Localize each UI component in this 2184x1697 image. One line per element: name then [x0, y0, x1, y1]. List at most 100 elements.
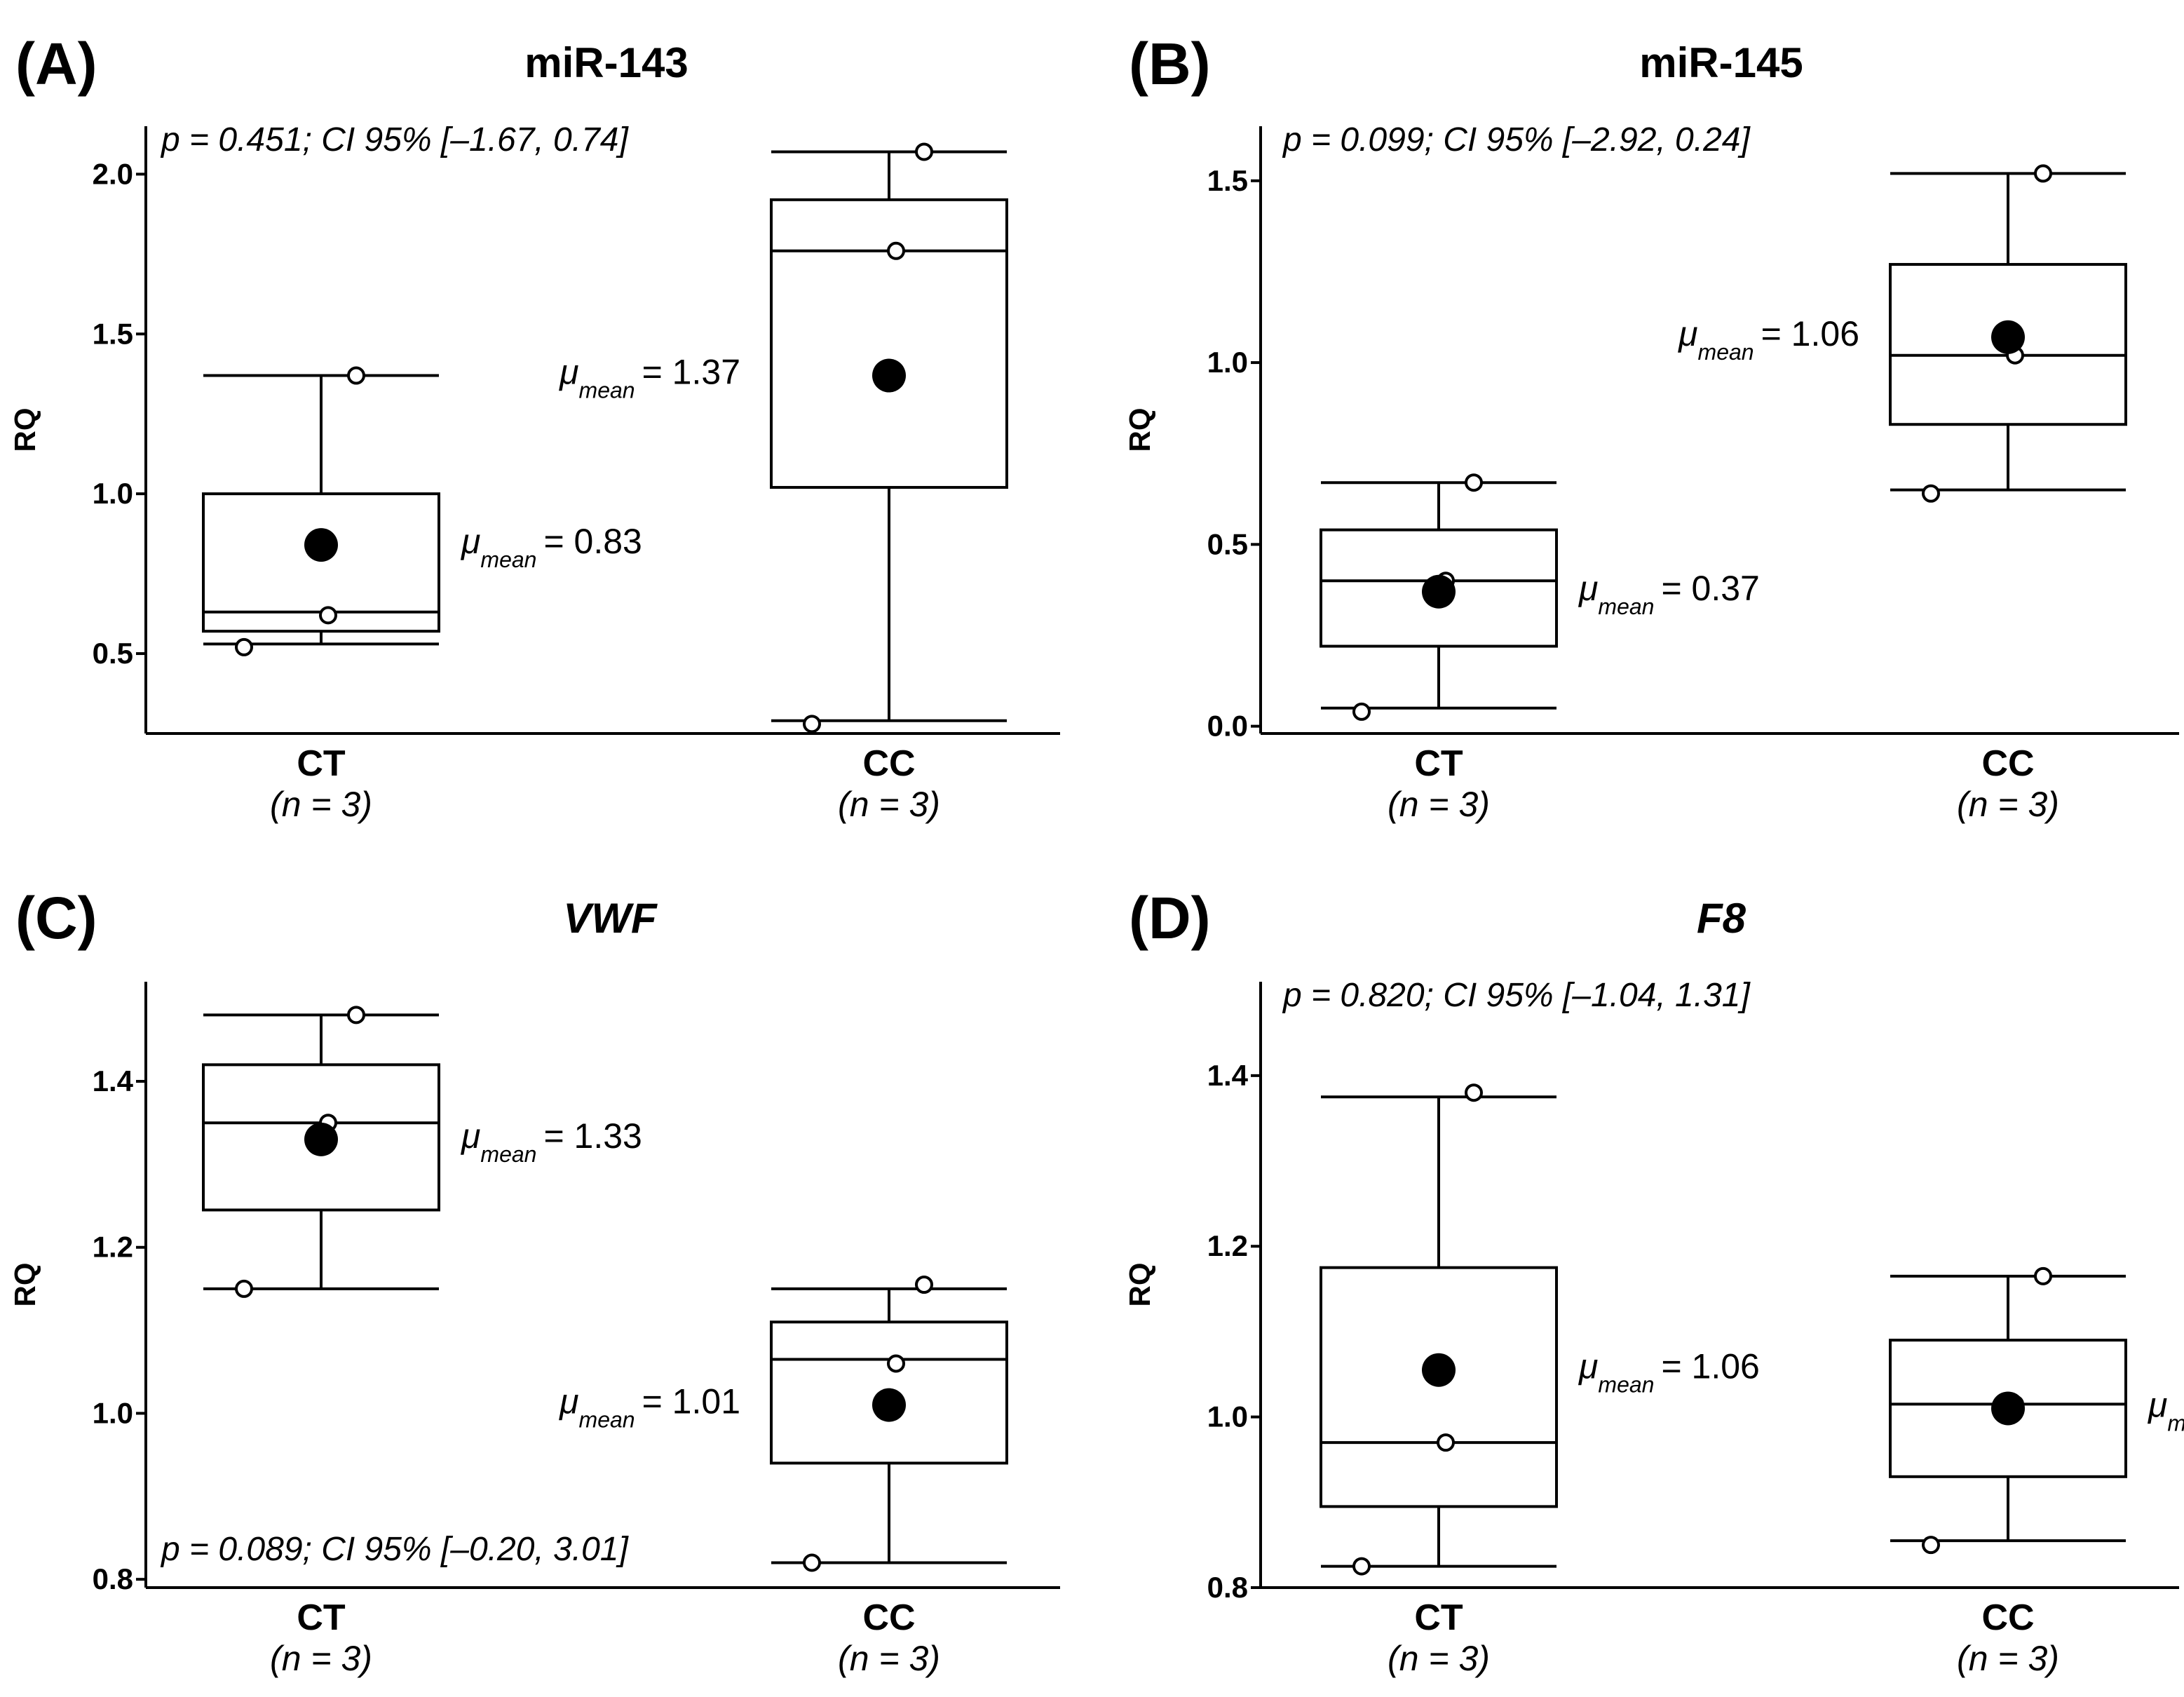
data-point	[887, 1354, 905, 1373]
mean-label: μmean = 1.01	[558, 1382, 740, 1433]
n-label: (n = 3)	[838, 1639, 940, 1678]
category-label: CC	[862, 743, 915, 784]
data-point	[1465, 1083, 1483, 1102]
mean-subscript: mean	[1598, 1372, 1654, 1398]
data-point	[915, 1276, 933, 1294]
data-point	[1922, 1536, 1940, 1555]
panel-a: (A) miR-143 0.5 1.0 1.5 2.0 RQ p = 0.451; CI 95…	[8, 31, 1060, 824]
data-point	[1922, 484, 1940, 503]
mean-symbol: μ	[1578, 1347, 1598, 1386]
n-label: (n = 3)	[838, 785, 940, 824]
panel-title: miR-145	[1639, 39, 1803, 86]
mean-subscript: mean	[579, 1407, 635, 1433]
mean-marker	[1991, 1391, 2025, 1426]
panel-title: miR-143	[524, 39, 688, 86]
n-label: (n = 3)	[270, 785, 372, 824]
mean-marker	[1991, 320, 2025, 354]
data-point	[319, 606, 337, 625]
mean-subscript: mean	[480, 547, 536, 572]
box	[202, 1063, 440, 1212]
group-cc: μmean = 1.01 CC(n = 3)	[558, 1276, 1008, 1678]
mean-value: = 0.37	[1661, 569, 1759, 608]
mean-value: = 1.37	[642, 353, 740, 392]
mean-subscript: mean	[2167, 1410, 2184, 1435]
mean-subscript: mean	[480, 1142, 536, 1167]
data-point	[1437, 1433, 1455, 1452]
category-label: CT	[1414, 743, 1463, 784]
data-point	[1352, 702, 1371, 721]
mean-marker	[872, 358, 906, 393]
group-cc: μmean = 1.06 CC(n = 3)	[1677, 164, 2127, 824]
mean-label: μmean= 1.01	[2147, 1385, 2184, 1435]
mean-symbol: μ	[1677, 314, 1697, 353]
mean-value: = 1.01	[642, 1382, 740, 1421]
panel-title: VWF	[563, 895, 658, 942]
stat-annotation: p = 0.099; CI 95% [–2.92, 0.24]	[1282, 121, 1751, 158]
box	[1889, 263, 2127, 426]
mean-subscript: mean	[1698, 339, 1754, 365]
panel-c: (C) VWF 0.8 1.0 1.2 1.4 RQ p = 0.089; CI 95% [–…	[8, 885, 1060, 1678]
n-label: (n = 3)	[1957, 785, 2059, 824]
data-point	[235, 1279, 253, 1298]
box	[1320, 528, 1558, 648]
data-point	[803, 1553, 821, 1572]
mean-symbol: μ	[460, 522, 480, 561]
y-tick-label: 1.0	[93, 477, 133, 510]
mean-value: = 0.83	[543, 522, 642, 561]
y-tick-label: 2.0	[93, 157, 133, 190]
category-label: CC	[1981, 743, 2034, 784]
mean-symbol: μ	[460, 1116, 480, 1156]
data-point	[347, 366, 365, 385]
mean-marker	[1422, 574, 1456, 609]
data-point	[887, 241, 905, 260]
y-tick-label: 1.5	[93, 317, 133, 350]
y-tick-label: 1.0	[1207, 1400, 1248, 1433]
category-label: CT	[1414, 1597, 1463, 1638]
y-axis-label: RQ	[8, 1263, 41, 1307]
mean-label: μmean = 1.37	[558, 353, 740, 403]
box	[202, 492, 440, 633]
group-cc: μmean = 1.37 CC(n = 3)	[558, 142, 1008, 824]
mean-marker	[304, 1122, 338, 1156]
y-tick-label: 1.5	[1207, 164, 1248, 197]
data-point	[235, 637, 253, 656]
stat-annotation: p = 0.451; CI 95% [–1.67, 0.74]	[160, 121, 629, 158]
mean-symbol: μ	[1578, 569, 1598, 608]
y-axis-label: RQ	[8, 408, 41, 452]
data-point	[347, 1006, 365, 1025]
y-tick-label: 1.4	[93, 1064, 134, 1097]
mean-marker	[304, 528, 338, 562]
box	[1320, 1266, 1558, 1508]
group-ct: μmean = 0.37 CT(n = 3)	[1320, 473, 1760, 824]
y-tick-label: 1.0	[1207, 346, 1248, 379]
mean-label: μmean = 1.06	[1578, 1347, 1760, 1398]
stat-annotation: p = 0.089; CI 95% [–0.20, 3.01]	[160, 1531, 629, 1568]
y-axis-label: RQ	[1123, 408, 1156, 452]
mean-label: μmean = 0.37	[1578, 569, 1760, 619]
y-tick-label: 1.2	[93, 1231, 133, 1264]
mean-subscript: mean	[579, 378, 635, 403]
y-tick-label: 0.5	[1207, 527, 1248, 560]
panel-label: (C)	[15, 885, 97, 951]
category-label: CC	[862, 1597, 915, 1638]
n-label: (n = 3)	[1957, 1639, 2059, 1678]
panel-label: (B)	[1129, 31, 1211, 97]
mean-marker	[1422, 1353, 1456, 1387]
mean-label: μmean = 1.06	[1677, 314, 1859, 365]
mean-symbol: μ	[2147, 1385, 2167, 1424]
y-tick-label: 0.5	[93, 637, 133, 670]
y-tick-label: 0.8	[1207, 1571, 1248, 1604]
y-tick-label: 1.0	[93, 1396, 133, 1429]
n-label: (n = 3)	[1388, 1639, 1490, 1678]
n-label: (n = 3)	[1388, 785, 1490, 824]
mean-label: μmean = 1.33	[460, 1116, 642, 1167]
panel-b: (B) miR-145 0.0 0.5 1.0 1.5 RQ p = 0.099; CI 95…	[1123, 31, 2179, 824]
mean-symbol: μ	[558, 1382, 578, 1421]
panel-title: F8	[1697, 895, 1746, 942]
group-ct: μmean = 1.06 CT(n = 3)	[1320, 1083, 1760, 1678]
y-tick-label: 1.2	[1207, 1229, 1248, 1262]
mean-value: = 1.06	[1661, 1347, 1759, 1386]
data-point	[803, 715, 821, 733]
